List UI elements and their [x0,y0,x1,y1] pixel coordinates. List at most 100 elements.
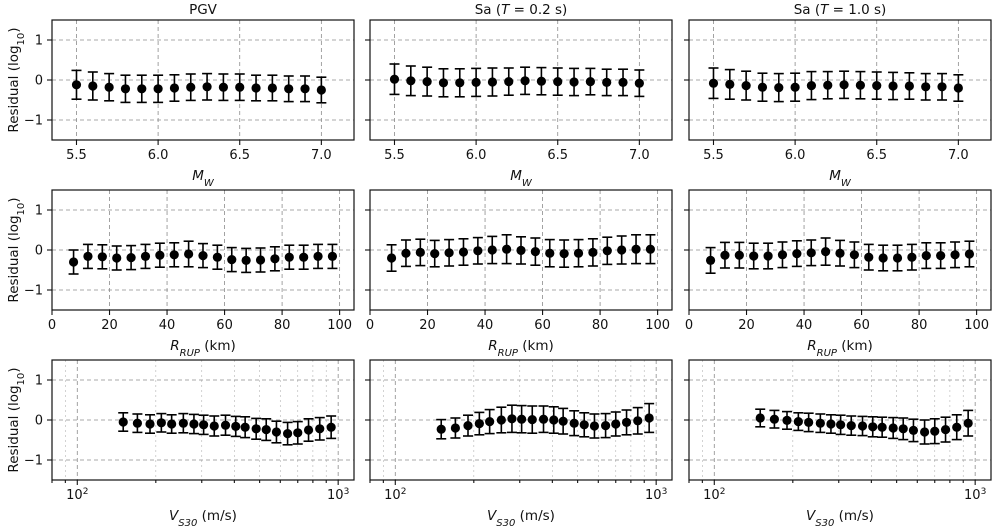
mean-point [283,429,293,439]
mean-point [545,248,555,258]
mean-point [855,80,866,90]
mean-point [422,77,432,87]
errorbar [444,238,455,267]
mean-point [227,255,237,265]
mean-point [444,248,454,258]
x-tick-label: 60 [216,318,233,333]
panel-frame [51,19,355,141]
mean-point [705,255,716,265]
mean-point [888,81,898,91]
errorbar [645,234,656,265]
errorbar [791,240,802,268]
errorbar [610,411,621,437]
mean-point [602,246,612,256]
mean-point [516,245,526,255]
mean-point [178,418,188,428]
mean-point [212,252,222,262]
errorbar [621,409,632,436]
errorbar [198,414,209,436]
panel-frame [688,359,992,481]
mean-point [601,421,611,431]
panel-frame [369,19,673,141]
panel-r1-c2: 5.5 6.0 6.5 7.0 MW [365,19,673,189]
y-tick-label: −1 [24,284,43,299]
errorbar [271,420,282,444]
y-tick-label: 0 [35,244,43,259]
errorbar [422,66,433,97]
y-tick-label: 1 [35,374,43,389]
errorbar [953,74,964,102]
errorbar [748,242,759,270]
panel-r2-c2: 0 20 40 60 80 100 RRUP (km) [365,189,673,359]
errorbar [544,238,555,268]
errorbar [589,413,600,439]
mean-point [504,77,514,87]
errorbar [284,244,295,271]
errorbar [251,417,262,441]
x-tick-label: 40 [796,318,813,333]
errorbar [501,234,512,265]
mean-point [83,251,93,261]
mean-point [618,77,628,87]
errorbar [226,246,237,273]
y-tick-label: 0 [35,74,43,89]
errorbar [963,409,974,437]
mean-point [267,83,277,93]
errorbar [773,72,784,103]
x-tick-label: 40 [477,318,494,333]
mean-point [507,414,517,424]
errorbar [530,237,541,267]
errorbar [487,67,498,97]
errorbar [251,74,262,102]
mean-point [964,249,975,259]
errorbar [326,415,337,440]
x-tick-label: 6.5 [547,148,568,163]
errorbar [240,415,251,439]
mean-point [634,78,644,88]
mean-point [806,81,817,91]
panel-r1-c1: 5.5 6.0 6.5 7.0 −1 0 1 MW [24,19,355,189]
mean-point [904,81,914,91]
mean-point [126,253,136,263]
column-title-1: PGV [189,2,218,18]
mean-point [155,250,165,260]
errorbar [790,72,801,102]
errorbar [846,415,857,437]
mean-point [251,424,261,434]
mean-point [140,251,151,261]
mean-point [645,244,656,254]
mean-point [864,252,874,262]
errorbar [777,241,788,269]
errorbar [820,237,831,267]
mean-point [569,77,579,87]
mean-point [145,419,155,429]
mean-point [450,423,461,433]
mean-point [199,420,209,430]
errorbar [234,73,245,102]
mean-point [118,417,128,427]
mean-point [549,415,559,425]
mean-point [953,83,963,93]
x-tick-label: 20 [738,318,755,333]
errorbar [230,415,241,438]
errorbar [741,70,752,101]
errorbar [458,238,469,267]
mean-point [104,82,114,92]
mean-point [720,250,730,260]
errorbar [536,66,547,96]
errorbar [405,65,416,97]
y-axis-label-row-2: Residual (log10) [6,197,27,302]
x-axis-label: MW [829,168,852,189]
errorbar [951,413,962,441]
errorbar [314,416,325,441]
errorbar [327,243,338,270]
mean-point [401,248,411,258]
x-tick-label: 6.0 [466,148,487,163]
mean-point [846,421,856,431]
mean-point [940,425,951,435]
x-tick-label: 80 [592,318,609,333]
x-tick-label: 20 [419,318,436,333]
errorbar [929,417,940,445]
x-tick-label: 5.5 [66,148,87,163]
errorbar [857,415,868,437]
